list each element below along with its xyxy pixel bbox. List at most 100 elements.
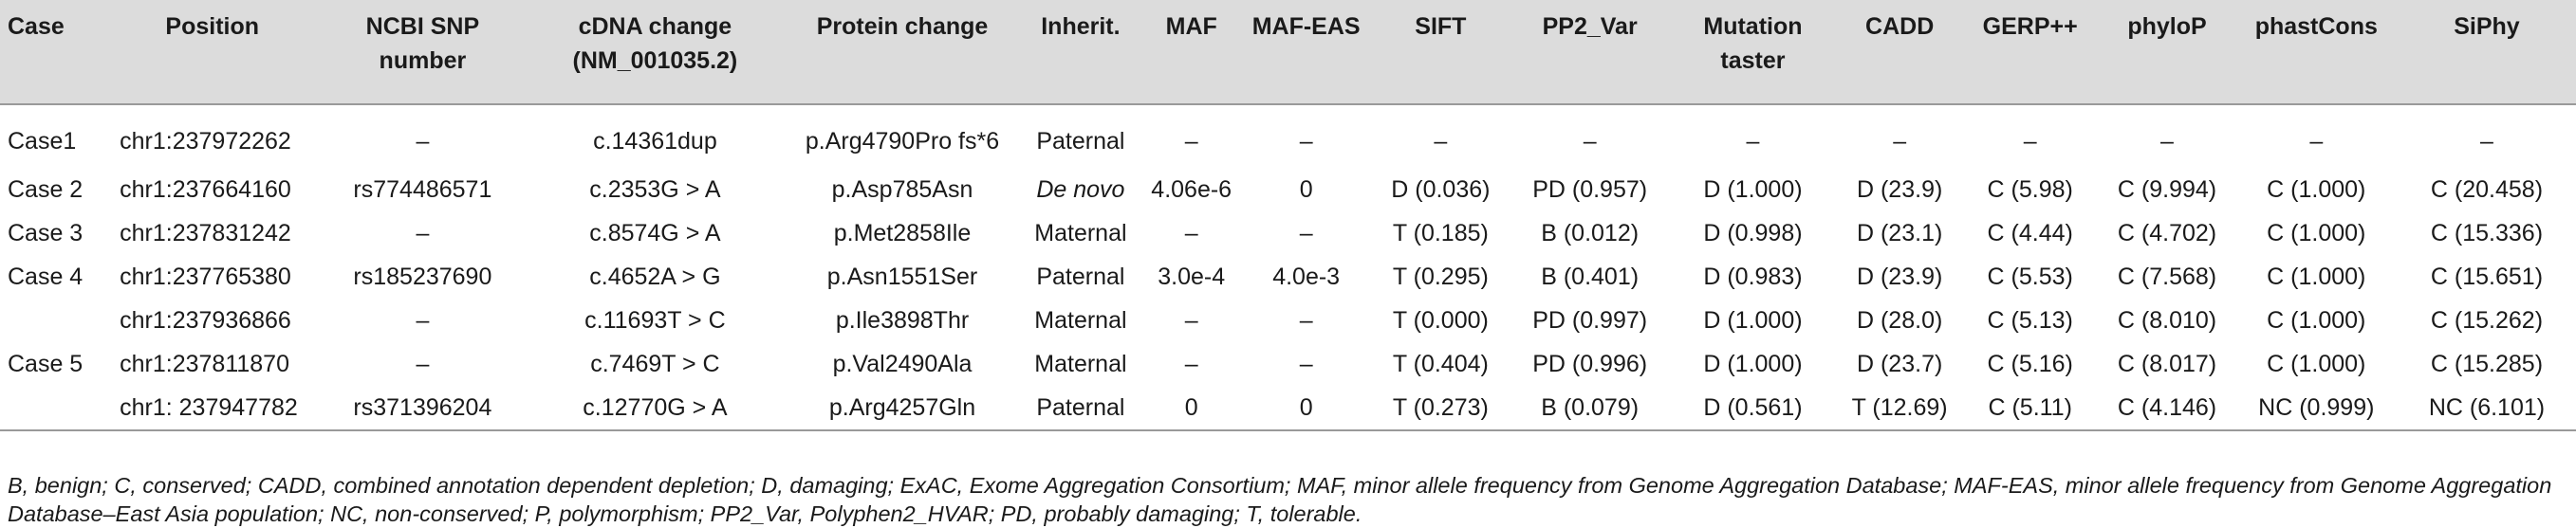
cell-position: chr1: 237947782 [106, 386, 319, 431]
header-gerp: GERP++ [1961, 0, 2100, 105]
cell-sift: T (0.000) [1392, 306, 1489, 334]
cell-siphy: C (15.285) [2430, 350, 2544, 377]
cell-position: chr1:237972262 [120, 127, 291, 155]
cell-gerp: – [2023, 127, 2037, 155]
cell-mutation-taster: D (0.983) [1703, 263, 1803, 290]
cell-cdna-change: c.2353G > A [589, 175, 721, 203]
cell-maf: 0 [1140, 386, 1244, 431]
cell-maf-eas: 0 [1243, 386, 1370, 431]
cell-gerp: C (5.16) [1987, 350, 2073, 377]
table-row: Case1 chr1:237972262 – c.14361dup p.Arg4790P… [0, 104, 2576, 168]
cell-cadd: D (23.9) [1856, 263, 1943, 290]
cell-sift: T (0.273) [1369, 386, 1512, 431]
table-row: Case 3 chr1:237831242 – c.8574G > A p.Met285… [0, 211, 2576, 255]
cell-case: Case 2 [8, 175, 83, 203]
cell-gerp: C (5.98) [1987, 175, 2073, 203]
cell-pp2-var: B (0.401) [1541, 263, 1640, 290]
cell-pp2-var: B (0.012) [1541, 219, 1640, 246]
cell-maf-eas: 4.0e-3 [1272, 263, 1341, 290]
cell-maf-eas: – [1299, 219, 1313, 246]
header-phylop: phyloP [2099, 0, 2235, 105]
cell-siphy: C (20.458) [2430, 175, 2544, 203]
cell-phastcons: C (1.000) [2267, 306, 2366, 334]
header-row: Case Position NCBI SNP number cDNA chang… [0, 0, 2576, 105]
cell-cadd: D (23.7) [1856, 350, 1943, 377]
header-pp2-var: PP2_Var [1511, 0, 1668, 105]
cell-mutation-taster: D (0.998) [1703, 219, 1803, 246]
header-siphy: SiPhy [2397, 0, 2576, 105]
cell-protein-change: p.Asp785Asn [831, 175, 973, 203]
cell-sift: T (0.295) [1392, 263, 1489, 290]
header-position: Position [106, 0, 319, 105]
table-header: Case Position NCBI SNP number cDNA chang… [0, 0, 2576, 105]
cell-protein-change: p.Met2858Ile [833, 219, 972, 246]
header-sift: SIFT [1369, 0, 1512, 105]
cell-ncbi-snp: – [416, 127, 430, 155]
cell-siphy: – [2480, 127, 2493, 155]
cell-phylop: C (8.017) [2117, 350, 2217, 377]
table-row: Case 5 chr1:237811870 – c.7469T > C p.Val249… [0, 342, 2576, 386]
header-phastcons: phastCons [2234, 0, 2398, 105]
cell-inheritance: Paternal [1021, 386, 1140, 431]
cell-siphy: C (15.262) [2430, 306, 2544, 334]
cell-gerp: C (5.13) [1987, 306, 2073, 334]
cell-phylop: C (4.146) [2099, 386, 2235, 431]
cell-sift: T (0.185) [1392, 219, 1489, 246]
cell-mutation-taster: D (1.000) [1703, 306, 1803, 334]
cell-siphy: NC (6.101) [2397, 386, 2576, 431]
header-mutation-taster: Mutation taster [1667, 0, 1839, 105]
cell-siphy: C (15.336) [2430, 219, 2544, 246]
cell-maf-eas: – [1299, 350, 1313, 377]
table-footnote: B, benign; C, conserved; CADD, combined … [8, 473, 2552, 526]
cell-position: chr1:237811870 [120, 350, 289, 377]
table-row: Case 4 chr1:237765380 rs185237690 c.4652A >… [0, 255, 2576, 299]
header-maf-eas: MAF-EAS [1243, 0, 1370, 105]
cell-ncbi-snp: rs371396204 [318, 386, 528, 431]
cell-cadd: D (23.9) [1856, 175, 1943, 203]
cell-case [0, 299, 106, 342]
cell-cdna-change: c.7469T > C [590, 350, 720, 377]
cell-gerp: C (5.11) [1961, 386, 2100, 431]
cell-gerp: C (5.53) [1987, 263, 2073, 290]
cell-pp2-var: PD (0.997) [1532, 306, 1648, 334]
header-cdna-change: cDNA change (NM_001035.2) [527, 0, 784, 105]
cell-cdna-change: c.8574G > A [589, 219, 721, 246]
cell-case: Case 3 [8, 219, 83, 246]
cell-sift: D (0.036) [1391, 175, 1491, 203]
cell-inheritance: Maternal [1034, 350, 1127, 377]
cell-siphy: C (15.651) [2430, 263, 2544, 290]
cell-phastcons: NC (0.999) [2234, 386, 2398, 431]
cell-pp2-var: – [1583, 127, 1597, 155]
cell-phastcons: – [2309, 127, 2324, 155]
cell-phastcons: C (1.000) [2267, 350, 2366, 377]
cell-ncbi-snp: – [416, 306, 430, 334]
cell-case [0, 386, 107, 431]
cell-inheritance: Maternal [1034, 306, 1127, 334]
cell-sift: T (0.404) [1392, 350, 1489, 377]
header-cadd: CADD [1838, 0, 1962, 105]
cell-pp2-var: PD (0.957) [1532, 175, 1648, 203]
cell-protein-change: p.Ile3898Thr [835, 306, 970, 334]
cell-inheritance: Paternal [1036, 127, 1125, 155]
header-inheritance: Inherit. [1021, 0, 1140, 105]
cell-inheritance: De novo [1036, 175, 1125, 203]
cell-cadd: – [1893, 127, 1907, 155]
cell-ncbi-snp: rs774486571 [353, 175, 492, 203]
cell-maf: – [1184, 306, 1198, 334]
cell-cdna-change: c.12770G > A [527, 386, 784, 431]
cell-cdna-change: c.4652A > G [589, 263, 721, 290]
cell-position: chr1:237936866 [120, 306, 291, 334]
cell-phylop: C (9.994) [2117, 175, 2217, 203]
cell-position: chr1:237765380 [120, 263, 291, 290]
cell-inheritance: Paternal [1036, 263, 1125, 290]
cell-cadd: T (12.69) [1838, 386, 1962, 431]
cell-position: chr1:237831242 [120, 219, 291, 246]
cell-mutation-taster: D (0.561) [1667, 386, 1839, 431]
cell-ncbi-snp: rs185237690 [353, 263, 492, 290]
cell-ncbi-snp: – [416, 350, 430, 377]
cell-protein-change: p.Arg4257Gln [783, 386, 1022, 431]
cell-ncbi-snp: – [416, 219, 430, 246]
header-protein-change: Protein change [783, 0, 1022, 105]
cell-phylop: C (4.702) [2117, 219, 2217, 246]
cell-mutation-taster: D (1.000) [1703, 175, 1803, 203]
